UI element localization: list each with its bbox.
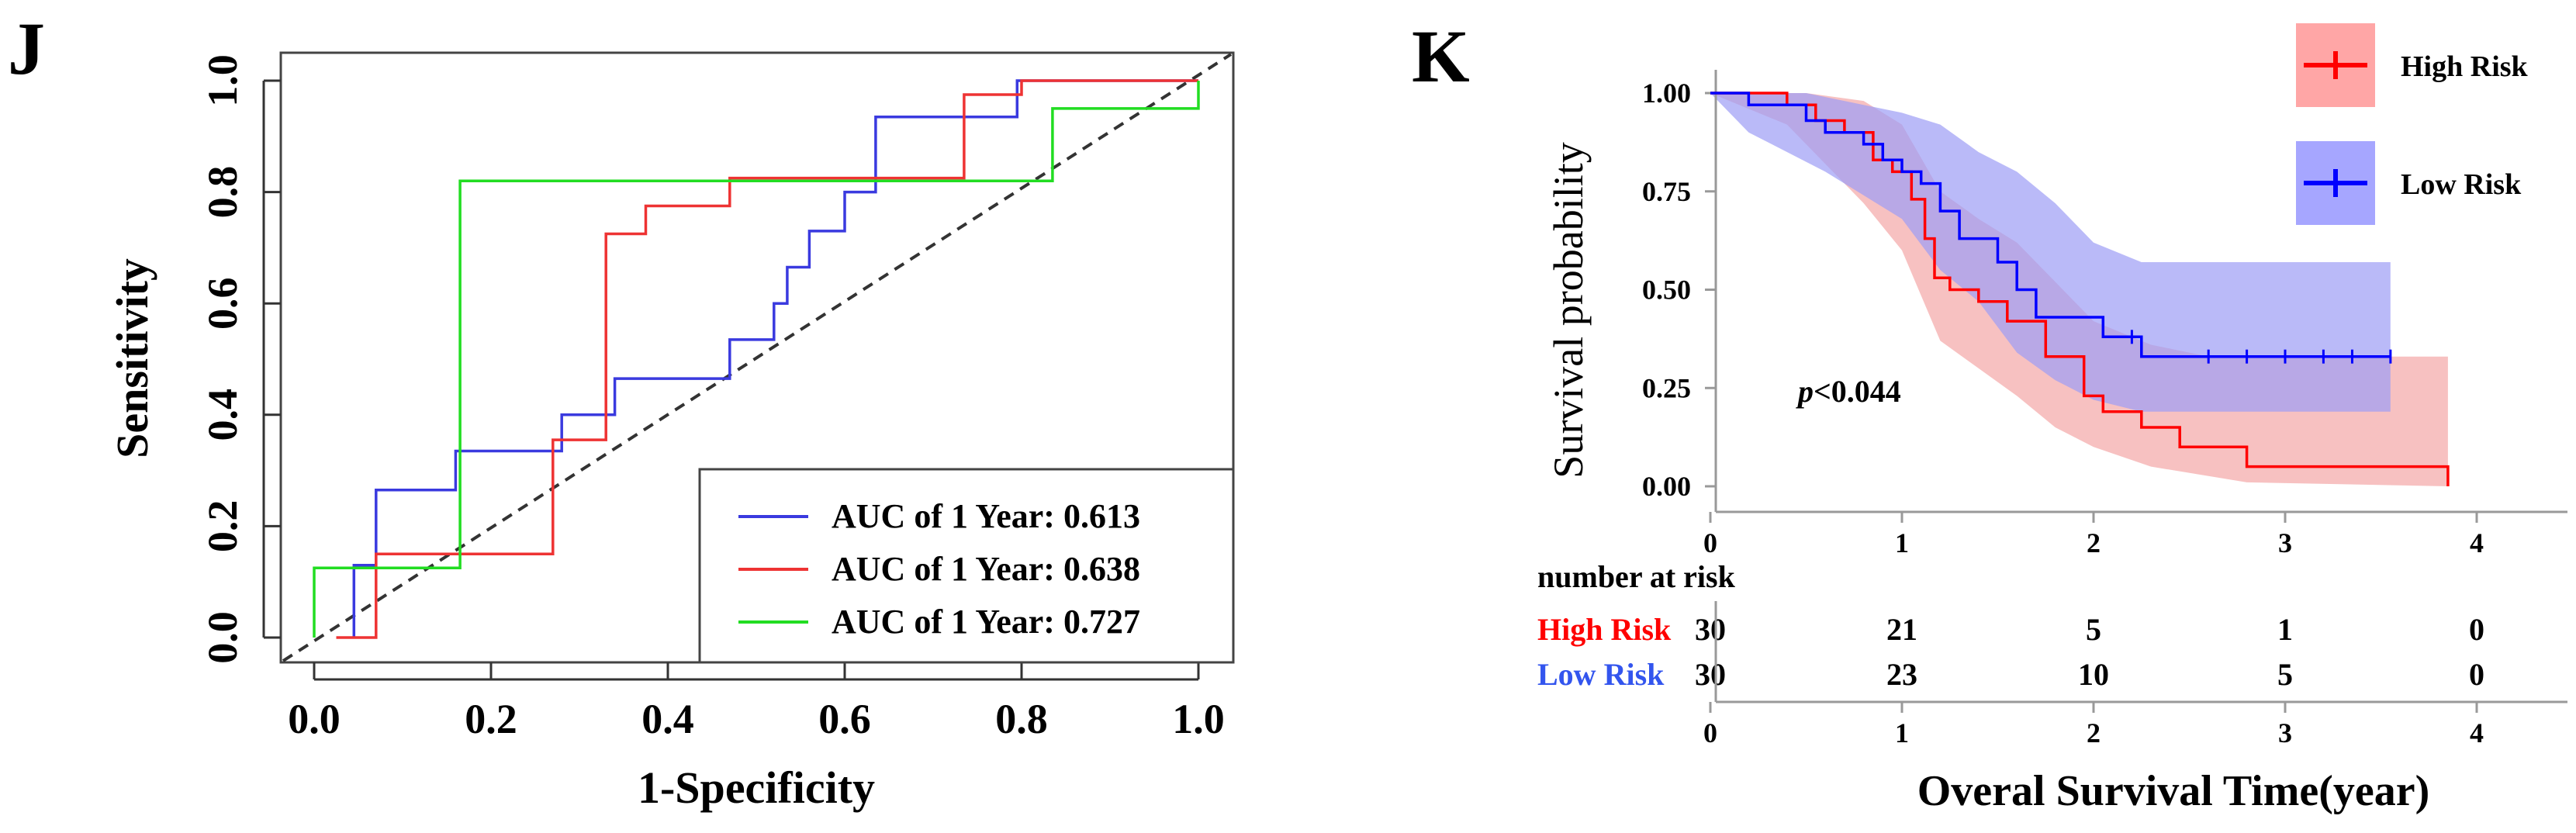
km-legend-label: High Risk <box>2401 50 2529 83</box>
roc-x-tick-label: 0.2 <box>465 696 517 742</box>
risk-table-count: 10 <box>2078 657 2109 692</box>
panel-j-label: J <box>8 7 45 90</box>
km-x-axis-label: Overal Survival Time(year) <box>1917 767 2430 815</box>
km-legend-label: Low Risk <box>2401 168 2522 201</box>
km-y-tick-label: 0.75 <box>1642 176 1691 207</box>
roc-curve <box>313 81 1200 638</box>
risk-table-row-label: High Risk <box>1537 612 1672 647</box>
km-confidence-band <box>1710 93 2391 412</box>
roc-y-tick-label: 0.4 <box>199 389 246 441</box>
roc-x-tick-label: 0.6 <box>818 696 871 742</box>
km-x-tick-label: 3 <box>2278 527 2292 558</box>
roc-y-tick-label: 0.8 <box>199 166 246 219</box>
roc-y-axis-label: Sensitivity <box>107 258 157 458</box>
roc-reference-diagonal <box>282 53 1233 662</box>
km-y-axis-label: Survival probability <box>1545 142 1592 478</box>
roc-legend-label: AUC of 1 Year: 0.613 <box>832 497 1140 535</box>
roc-legend-items: AUC of 1 Year: 0.613 AUC of 1 Year: 0.638… <box>738 497 1140 641</box>
roc-x-tick-label: 1.0 <box>1172 696 1225 742</box>
roc-legend-label: AUC of 1 Year: 0.638 <box>832 550 1140 588</box>
roc-x-tick-label: 0.0 <box>288 696 341 742</box>
roc-y-tick-label: 0.6 <box>199 277 246 330</box>
km-x-tick-label: 1 <box>1895 527 1909 558</box>
risk-table-count: 0 <box>2469 612 2484 647</box>
risk-table-count: 21 <box>1886 612 1917 647</box>
risk-table-x-tick-label: 3 <box>2278 717 2292 748</box>
km-p-annotation: p<0.044 <box>1796 374 1901 409</box>
risk-table-count: 1 <box>2277 612 2293 647</box>
roc-legend-label: AUC of 1 Year: 0.727 <box>832 603 1140 641</box>
km-confidence-bands <box>1710 93 2448 486</box>
km-y-tick-label: 0.00 <box>1642 471 1691 502</box>
risk-table-count: 30 <box>1695 657 1726 692</box>
km-x-tick-label: 0 <box>1703 527 1717 558</box>
km-y-tick-label: 0.25 <box>1642 372 1691 403</box>
km-y-tick-label: 0.50 <box>1642 275 1691 306</box>
roc-legend-box <box>698 468 1235 664</box>
roc-y-tick-label: 0.0 <box>199 611 246 664</box>
risk-table-count: 5 <box>2277 657 2293 692</box>
risk-table-count: 5 <box>2086 612 2101 647</box>
risk-table-row-label: Low Risk <box>1537 657 1665 692</box>
km-legend: High Risk Low Risk <box>2296 23 2529 225</box>
risk-table-x-tick-label: 2 <box>2087 717 2101 748</box>
km-curves <box>1710 92 2450 486</box>
roc-y-tick-label: 0.2 <box>199 500 246 553</box>
km-survival-curve <box>1710 92 2391 358</box>
km-x-tick-label: 2 <box>2087 527 2101 558</box>
km-y-tick-label: 1.00 <box>1642 78 1691 109</box>
km-x-tick-label: 4 <box>2470 527 2484 558</box>
roc-chart: 0.0 0.2 0.4 0.6 0.8 1.0 0.0 0.2 0.4 0.6 0.8 1.0 AUC… <box>107 51 1235 813</box>
risk-table-x-tick-label: 1 <box>1895 717 1909 748</box>
km-legend-items: High Risk Low Risk <box>2296 23 2529 225</box>
km-p-value: <0.044 <box>1814 374 1901 409</box>
roc-x-tick-label: 0.4 <box>641 696 694 742</box>
roc-curve <box>336 79 1198 639</box>
roc-ticks: 0.0 0.2 0.4 0.6 0.8 1.0 0.0 0.2 0.4 0.6 0.8 1.0 <box>199 54 1225 742</box>
roc-series <box>313 79 1200 639</box>
risk-table-count: 0 <box>2469 657 2484 692</box>
roc-y-tick-label: 1.0 <box>199 54 246 107</box>
risk-table-count: 23 <box>1886 657 1917 692</box>
risk-table-header: number at risk <box>1537 559 1736 594</box>
roc-curve <box>352 79 1198 638</box>
km-p-symbol: p <box>1796 374 1814 409</box>
roc-x-tick-label: 0.8 <box>995 696 1048 742</box>
risk-table-count: 30 <box>1695 612 1726 647</box>
risk-table-x-tick-label: 0 <box>1703 717 1717 748</box>
roc-legend: AUC of 1 Year: 0.613 AUC of 1 Year: 0.638… <box>698 468 1235 664</box>
roc-x-axis-label: 1-Specificity <box>638 762 875 813</box>
panel-k-label: K <box>1412 15 1470 98</box>
risk-table-x-tick-label: 4 <box>2470 717 2484 748</box>
